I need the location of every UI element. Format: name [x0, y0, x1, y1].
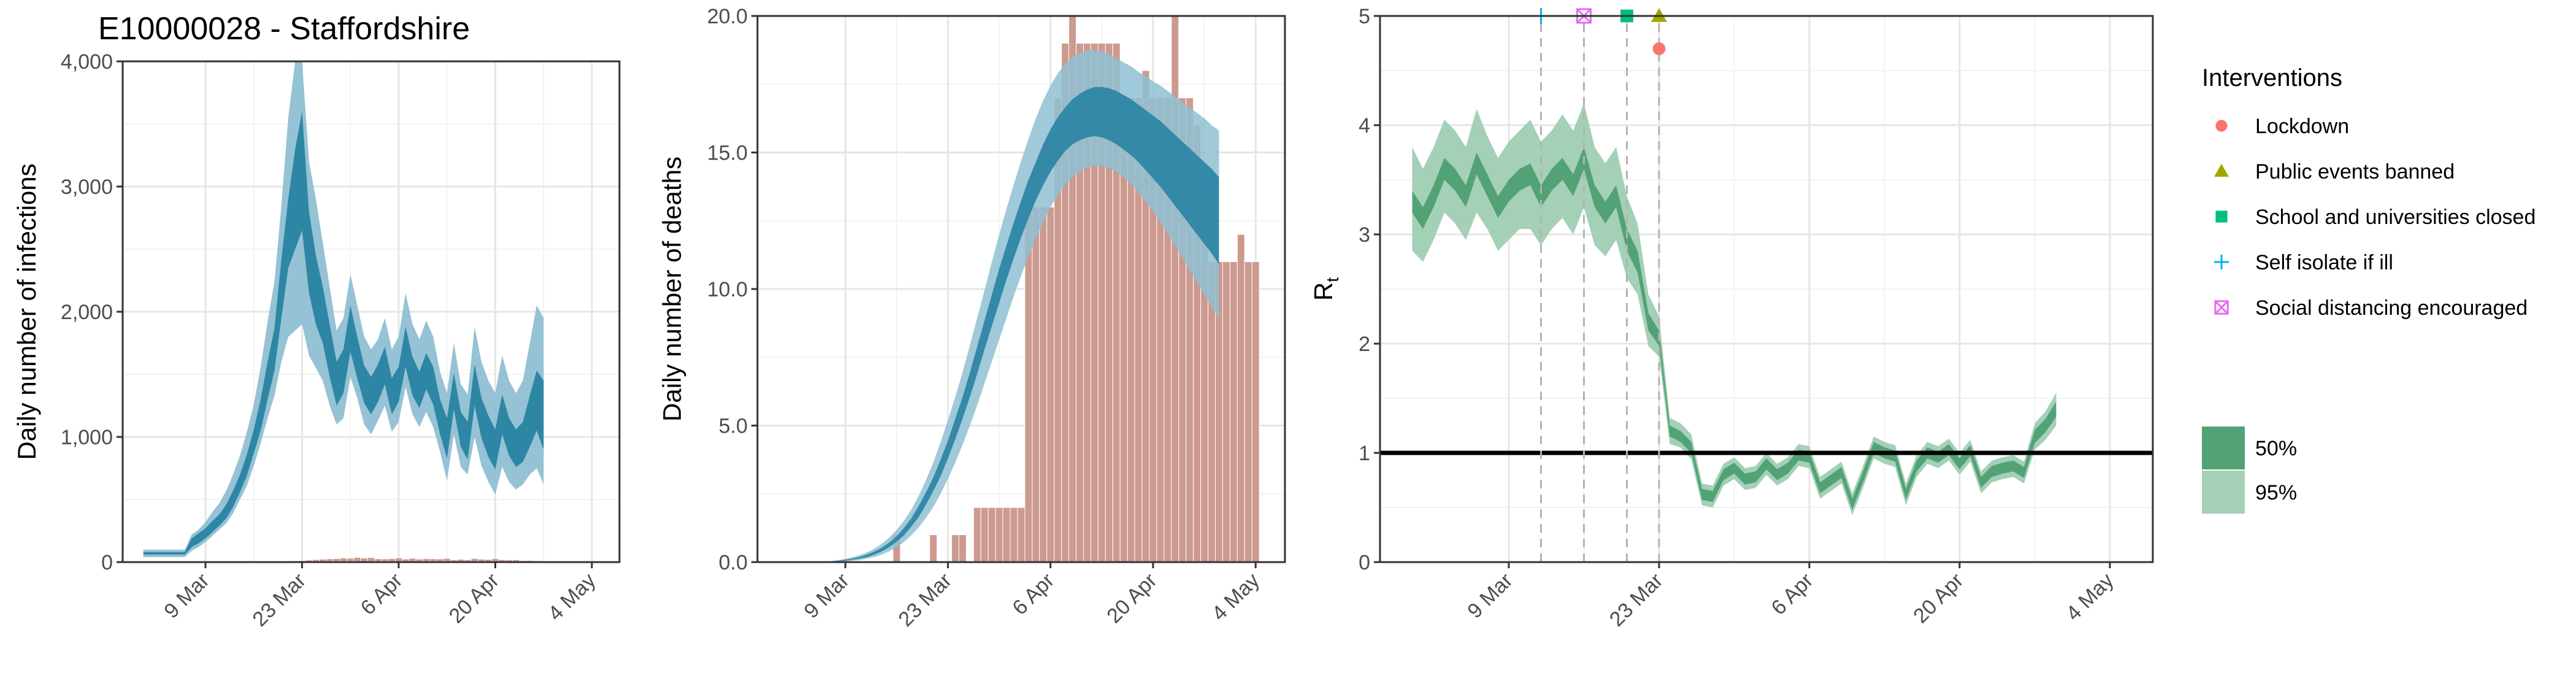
case-bar [458, 559, 464, 562]
case-bar [320, 559, 326, 562]
y-tick-label: 0.0 [719, 551, 748, 574]
case-bar [416, 559, 423, 562]
death-bar [1039, 207, 1048, 563]
y-tick-label: 4,000 [61, 50, 113, 74]
death-bar [1251, 261, 1260, 563]
y-axis-label: Daily number of infections [12, 163, 41, 460]
case-bar [402, 559, 409, 562]
y-tick-label: 4 [1359, 114, 1370, 137]
legend-label: Self isolate if ill [2255, 251, 2393, 274]
y-axis-label-main: R [1309, 282, 1338, 301]
death-bar [1229, 261, 1238, 563]
y-tick-label: 1 [1359, 442, 1370, 465]
legend-label: Social distancing encouraged [2255, 296, 2528, 320]
legend-ci-label: 50% [2255, 437, 2297, 460]
death-bar [1222, 261, 1230, 563]
case-bar [340, 558, 347, 562]
death-bar [980, 507, 989, 563]
case-bar [333, 558, 340, 562]
rt-95-band [1412, 103, 2057, 515]
death-bar [973, 507, 981, 563]
case-bar [381, 559, 388, 562]
death-bar [995, 507, 1003, 563]
legend-marker [2214, 164, 2229, 177]
case-bar [464, 560, 471, 562]
y-tick-label: 0 [1359, 551, 1370, 574]
case-bar [375, 559, 381, 562]
case-bar [326, 559, 333, 562]
deaths-panel: 0.05.010.015.020.09 Mar 23 Mar 6 Apr 20 Apr… [657, 5, 1286, 631]
y-tick-label: 2,000 [61, 301, 113, 324]
case-bar [437, 559, 443, 562]
legend-marker [2214, 255, 2229, 269]
marker-stroke [2214, 300, 2229, 315]
y-tick-label: 2 [1359, 333, 1370, 356]
rt-50-band [1412, 147, 2057, 510]
case-bar [499, 560, 505, 562]
death-bar [1010, 507, 1018, 563]
death-bar [1046, 207, 1055, 563]
legend-marker [2215, 210, 2228, 223]
death-bar [1244, 261, 1252, 563]
y-tick-label: 3,000 [61, 176, 113, 199]
marker-stroke [2214, 300, 2229, 315]
deaths-95-band [823, 50, 1219, 563]
legend-marker [2214, 300, 2229, 315]
legend-title: Interventions [2202, 64, 2342, 91]
y-tick-label: 0 [101, 551, 113, 574]
case-bar [478, 559, 485, 562]
y-axis-label: Rt [1309, 277, 1342, 301]
case-bar [367, 558, 375, 562]
y-axis-label: Daily number of deaths [657, 156, 686, 422]
infections-50-band [143, 111, 544, 555]
legend-marker [2215, 120, 2228, 132]
case-bar [361, 558, 367, 562]
interventions-legend: Interventions Lockdown Public events banne… [2202, 64, 2536, 514]
case-bar [423, 558, 430, 562]
case-bar [312, 560, 320, 562]
case-bar [388, 558, 395, 562]
y-tick-label: 1,000 [61, 426, 113, 449]
case-bar [347, 558, 354, 562]
case-bar [395, 558, 402, 562]
case-bar [492, 558, 499, 562]
death-bar [1032, 207, 1040, 563]
intervention-marker [1652, 42, 1666, 55]
case-bar [485, 560, 492, 562]
death-bar [958, 534, 967, 563]
death-bar [951, 534, 959, 563]
legend-label: School and universities closed [2255, 206, 2536, 229]
y-tick-label: 3 [1359, 223, 1370, 247]
intervention-marker [1651, 8, 1667, 22]
legend-ci-swatch [2202, 471, 2245, 514]
y-tick-label: 10.0 [707, 278, 748, 301]
legend-label: Lockdown [2255, 115, 2349, 138]
case-bar [450, 560, 458, 562]
legend-ci-label: 95% [2255, 481, 2297, 504]
case-bar [443, 558, 450, 562]
death-bar [929, 534, 938, 563]
y-axis-label-subscript: t [1323, 277, 1342, 282]
case-bar [430, 559, 437, 562]
legend-ci-swatch [2202, 426, 2245, 469]
y-tick-label: 20.0 [707, 5, 748, 28]
death-bar [1017, 507, 1025, 563]
case-bar [354, 557, 361, 562]
case-bar [505, 560, 513, 562]
death-bar [1236, 234, 1245, 563]
case-bar [471, 558, 478, 562]
y-tick-label: 5.0 [719, 415, 748, 438]
plot-border [1379, 15, 2154, 563]
case-bar [409, 558, 416, 562]
figure-title: E10000028 - Staffordshire [98, 11, 470, 47]
y-tick-label: 15.0 [707, 142, 748, 165]
death-bar [1002, 507, 1011, 563]
death-bar [987, 507, 996, 563]
legend-label: Public events banned [2255, 160, 2455, 183]
y-tick-label: 5 [1359, 5, 1370, 28]
case-bar [513, 560, 519, 562]
